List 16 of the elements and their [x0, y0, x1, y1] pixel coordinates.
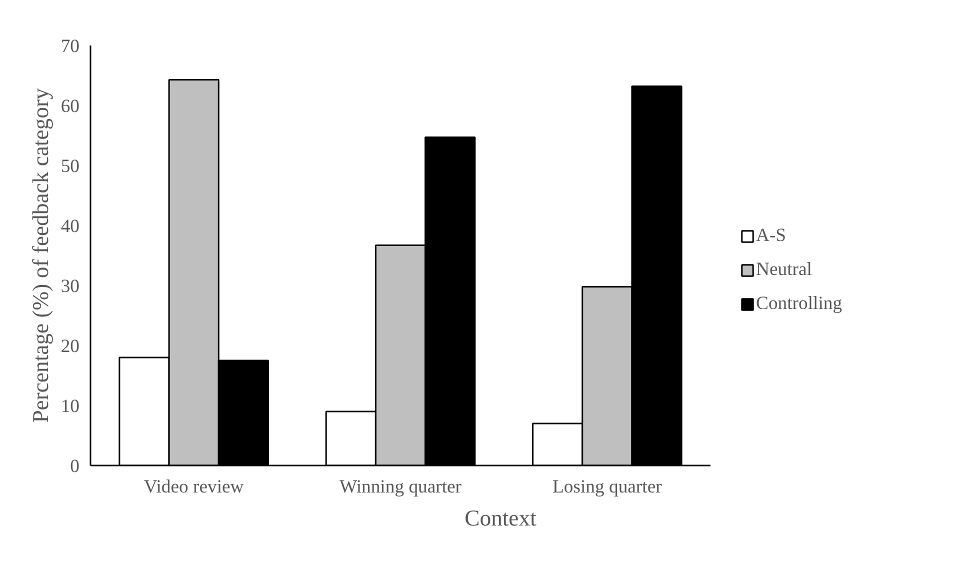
legend-label: Neutral [756, 259, 812, 281]
y-tick-label: 50 [60, 156, 80, 177]
x-tick-label: Video review [144, 476, 244, 498]
y-tick-label: 70 [60, 36, 80, 57]
legend-label: A-S [756, 225, 786, 247]
y-tick-label: 20 [60, 336, 80, 357]
y-tick-label: 30 [60, 276, 80, 297]
x-axis-title: Context [464, 506, 538, 530]
x-tick-label: Winning quarter [339, 476, 462, 498]
y-tick-label: 40 [60, 216, 80, 237]
y-tick-label: 0 [70, 456, 80, 477]
y-tick-label: 60 [60, 96, 80, 117]
x-tick-label: Losing quarter [552, 476, 663, 498]
y-axis-title: Percentage (%) of feedback category [28, 88, 53, 423]
y-tick-label: 10 [60, 396, 80, 417]
legend-label: Controlling [756, 293, 842, 315]
